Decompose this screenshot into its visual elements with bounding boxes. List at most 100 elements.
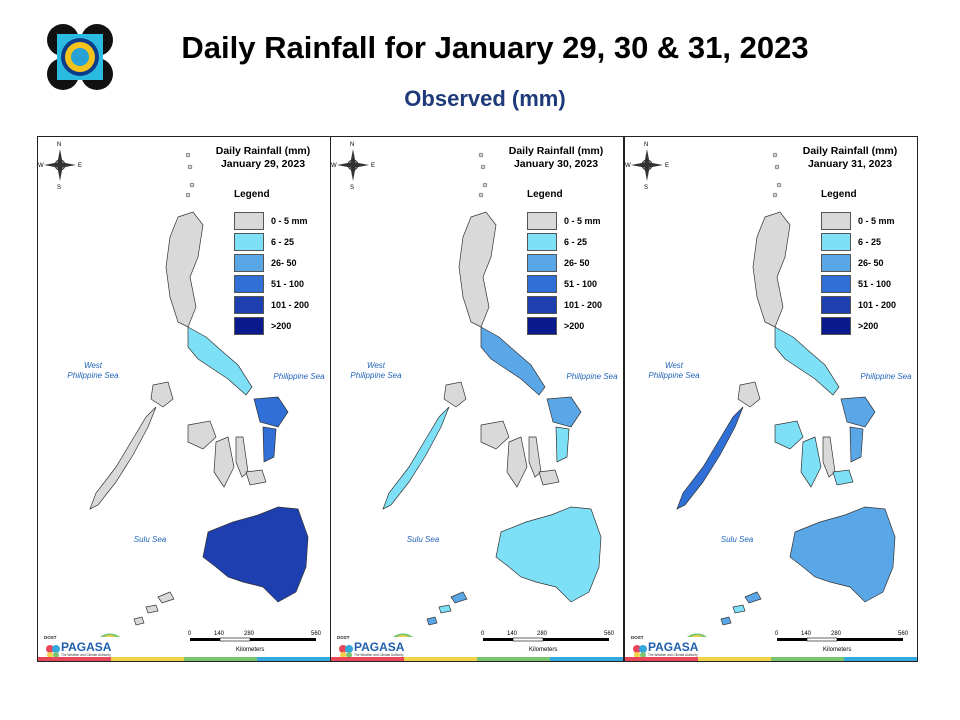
brand-name: PAGASA (61, 640, 112, 654)
legend-label: 51 - 100 (564, 278, 598, 289)
region-8 (253, 396, 289, 428)
region-10 (495, 506, 602, 603)
legend-label: 101 - 200 (564, 299, 603, 310)
legend-label: 51 - 100 (858, 278, 892, 289)
scale-tick-label: 280 (244, 631, 255, 637)
legend-label: 6 - 25 (271, 236, 295, 247)
legend-title: Legend (234, 189, 270, 200)
page-subtitle: Observed (mm) (404, 86, 566, 111)
region-12 (145, 604, 159, 614)
svg-text:W: W (38, 163, 44, 169)
region-7 (538, 469, 560, 486)
region-1 (187, 326, 253, 396)
legend-swatch (821, 316, 851, 335)
pagasa-brand: DOST PAGASA The Weather and Climate Author… (629, 615, 709, 658)
map-panel-jan31: N S W E Daily Rainfall (mm) January 31, 202… (624, 136, 918, 662)
region-11 (157, 591, 175, 604)
dost-logo (47, 24, 113, 90)
scale-tick-label: 280 (831, 631, 842, 637)
legend: 0 - 5 mm 6 - 25 26- 50 51 - 100 101 - 200 >20… (527, 210, 602, 336)
region-11 (744, 591, 762, 604)
region-13 (426, 616, 438, 626)
legend-label: >200 (271, 320, 292, 331)
legend-label: >200 (858, 320, 879, 331)
legend-label: 26- 50 (271, 257, 297, 268)
island-1 (187, 164, 193, 170)
panel-date: January 30, 2023 (513, 158, 599, 170)
legend-swatch (527, 211, 557, 230)
legend-title: Legend (527, 189, 563, 200)
region-0 (752, 211, 791, 328)
region-6 (528, 436, 542, 478)
legend-title: Legend (821, 189, 857, 200)
region-7 (832, 469, 854, 486)
pagasa-brand: DOST PAGASA The Weather and Climate Author… (42, 615, 122, 658)
scale-tick-label: 140 (801, 631, 812, 637)
region-2 (443, 381, 467, 408)
legend-item: 6 - 25 (821, 231, 896, 252)
scale-tick-label: 280 (537, 631, 548, 637)
scale-tick-label: 0 (775, 631, 779, 637)
region-8 (840, 396, 876, 428)
island-2 (776, 182, 782, 188)
page-title: Daily Rainfall for January 29, 30 & 31, … (181, 30, 809, 65)
brand-name: PAGASA (648, 640, 699, 654)
region-13 (720, 616, 732, 626)
legend-swatch (527, 316, 557, 335)
region-5 (506, 436, 528, 488)
scale-unit: Kilometers (823, 647, 851, 653)
west-philippine-sea-label: West Philippine Sea (67, 361, 119, 380)
svg-text:E: E (665, 163, 669, 169)
region-2 (737, 381, 761, 408)
pagasa-brand: DOST PAGASA The Weather and Climate Author… (335, 615, 415, 658)
region-2 (150, 381, 174, 408)
region-5 (213, 436, 235, 488)
region-5 (800, 436, 822, 488)
svg-text:W: W (331, 163, 337, 169)
region-9 (849, 426, 864, 463)
island-0 (478, 152, 484, 158)
map-panel-jan29: N S W E Daily Rainfall (mm) January 29, 202… (37, 136, 331, 662)
region-1 (774, 326, 840, 396)
region-7 (245, 469, 267, 486)
legend-item: 0 - 5 mm (821, 210, 896, 231)
legend-label: 101 - 200 (858, 299, 897, 310)
island-3 (478, 192, 484, 198)
region-0 (458, 211, 497, 328)
legend-item: 101 - 200 (527, 294, 602, 315)
island-1 (774, 164, 780, 170)
region-11 (450, 591, 468, 604)
panel-date: January 31, 2023 (807, 158, 893, 170)
svg-text:S: S (57, 185, 61, 191)
legend-item: 101 - 200 (234, 294, 309, 315)
brand-tag: The Weather and Climate Authority (354, 653, 404, 657)
island-1 (480, 164, 486, 170)
scale-tick-label: 140 (214, 631, 225, 637)
footer-color-bar (38, 657, 330, 661)
region-13 (133, 616, 145, 626)
west-philippine-sea-label: West Philippine Sea (648, 361, 700, 380)
legend-swatch (234, 232, 264, 251)
svg-text:S: S (644, 185, 648, 191)
region-4 (480, 420, 510, 450)
legend-swatch (527, 274, 557, 293)
legend-label: 6 - 25 (858, 236, 882, 247)
panel-title: Daily Rainfall (mm) (802, 145, 898, 157)
legend-item: 6 - 25 (234, 231, 309, 252)
scale-tick-label: 560 (604, 631, 615, 637)
legend-item: 26- 50 (527, 252, 602, 273)
region-10 (789, 506, 896, 603)
west-philippine-sea-label: West Philippine Sea (350, 361, 402, 380)
scale-bar: 0 140 280 560 Kilometers (773, 627, 913, 657)
region-4 (774, 420, 804, 450)
legend-swatch (234, 295, 264, 314)
region-3 (382, 406, 450, 510)
svg-text:S: S (350, 185, 354, 191)
legend-label: 101 - 200 (271, 299, 310, 310)
brand-tag: The Weather and Climate Authority (61, 653, 111, 657)
scale-bar: 0 140 280 560 Kilometers (186, 627, 326, 657)
scale-unit: Kilometers (529, 647, 557, 653)
brand-small: DOST (337, 635, 350, 640)
panel-date: January 29, 2023 (220, 158, 306, 170)
legend-item: >200 (234, 315, 309, 336)
